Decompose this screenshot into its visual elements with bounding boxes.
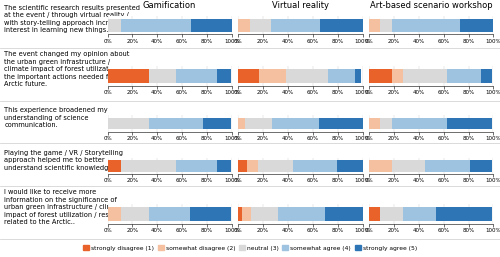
Bar [108, 207, 121, 221]
Bar [272, 118, 319, 129]
Bar [369, 19, 380, 32]
Bar [369, 118, 380, 129]
Bar [238, 118, 244, 129]
Bar [402, 207, 436, 221]
Bar [238, 19, 250, 32]
Bar [121, 207, 148, 221]
Bar [380, 19, 392, 32]
Bar [481, 69, 492, 83]
Bar [369, 207, 380, 221]
Bar [336, 160, 362, 172]
Bar [258, 160, 293, 172]
Bar [286, 69, 328, 83]
Bar [369, 160, 392, 172]
Bar [121, 19, 191, 32]
Bar [448, 118, 492, 129]
Bar [270, 19, 320, 32]
Bar [251, 207, 278, 221]
Bar [326, 207, 362, 221]
Bar [108, 69, 148, 83]
Bar [278, 207, 326, 221]
Bar [247, 160, 258, 172]
Bar [355, 69, 362, 83]
Text: The event changed my opinion about
the urban green infrastructure /
climate impa: The event changed my opinion about the u… [4, 51, 130, 87]
Bar [176, 69, 217, 83]
Bar [293, 160, 337, 172]
Text: Art-based scenario workshop: Art-based scenario workshop [370, 1, 492, 10]
Bar [425, 160, 470, 172]
Bar [148, 69, 176, 83]
Bar [238, 160, 247, 172]
Bar [402, 69, 448, 83]
Bar [448, 69, 481, 83]
Bar [260, 69, 285, 83]
Bar [108, 19, 121, 32]
Bar [242, 207, 251, 221]
Bar [380, 207, 402, 221]
Bar [148, 207, 190, 221]
Text: I would like to receive more
information on the significance of
urban green infr: I would like to receive more information… [4, 189, 128, 225]
Bar [108, 118, 148, 129]
Bar [238, 207, 242, 221]
Bar [328, 69, 355, 83]
Bar [470, 160, 492, 172]
Bar [250, 19, 270, 32]
Bar [176, 160, 217, 172]
Bar [392, 69, 402, 83]
Bar [190, 207, 230, 221]
Bar [217, 160, 230, 172]
Bar [369, 69, 392, 83]
Bar [238, 69, 260, 83]
Bar [203, 118, 230, 129]
Text: This experience broadened my
understanding of science
communication.: This experience broadened my understandi… [4, 107, 108, 128]
Bar [380, 118, 392, 129]
Bar [436, 207, 492, 221]
Bar [392, 160, 425, 172]
Legend: strongly disagree (1), somewhat disagree (2), neutral (3), somewhat agree (4), s: strongly disagree (1), somewhat disagree… [83, 245, 417, 251]
Text: Playing the game / VR / Storytelling
approach helped me to better
understand sci: Playing the game / VR / Storytelling app… [4, 150, 123, 171]
Bar [191, 19, 232, 32]
Bar [148, 118, 203, 129]
Bar [460, 19, 494, 32]
Bar [244, 118, 272, 129]
Bar [108, 160, 121, 172]
Text: Virtual reality: Virtual reality [272, 1, 329, 10]
Bar [320, 19, 362, 32]
Bar [217, 69, 230, 83]
Bar [392, 19, 460, 32]
Bar [121, 160, 176, 172]
Text: The scientific research results presented
at the event / through virtual reality: The scientific research results presente… [4, 5, 141, 33]
Bar [392, 118, 448, 129]
Text: Gamification: Gamification [143, 1, 197, 10]
Bar [319, 118, 362, 129]
